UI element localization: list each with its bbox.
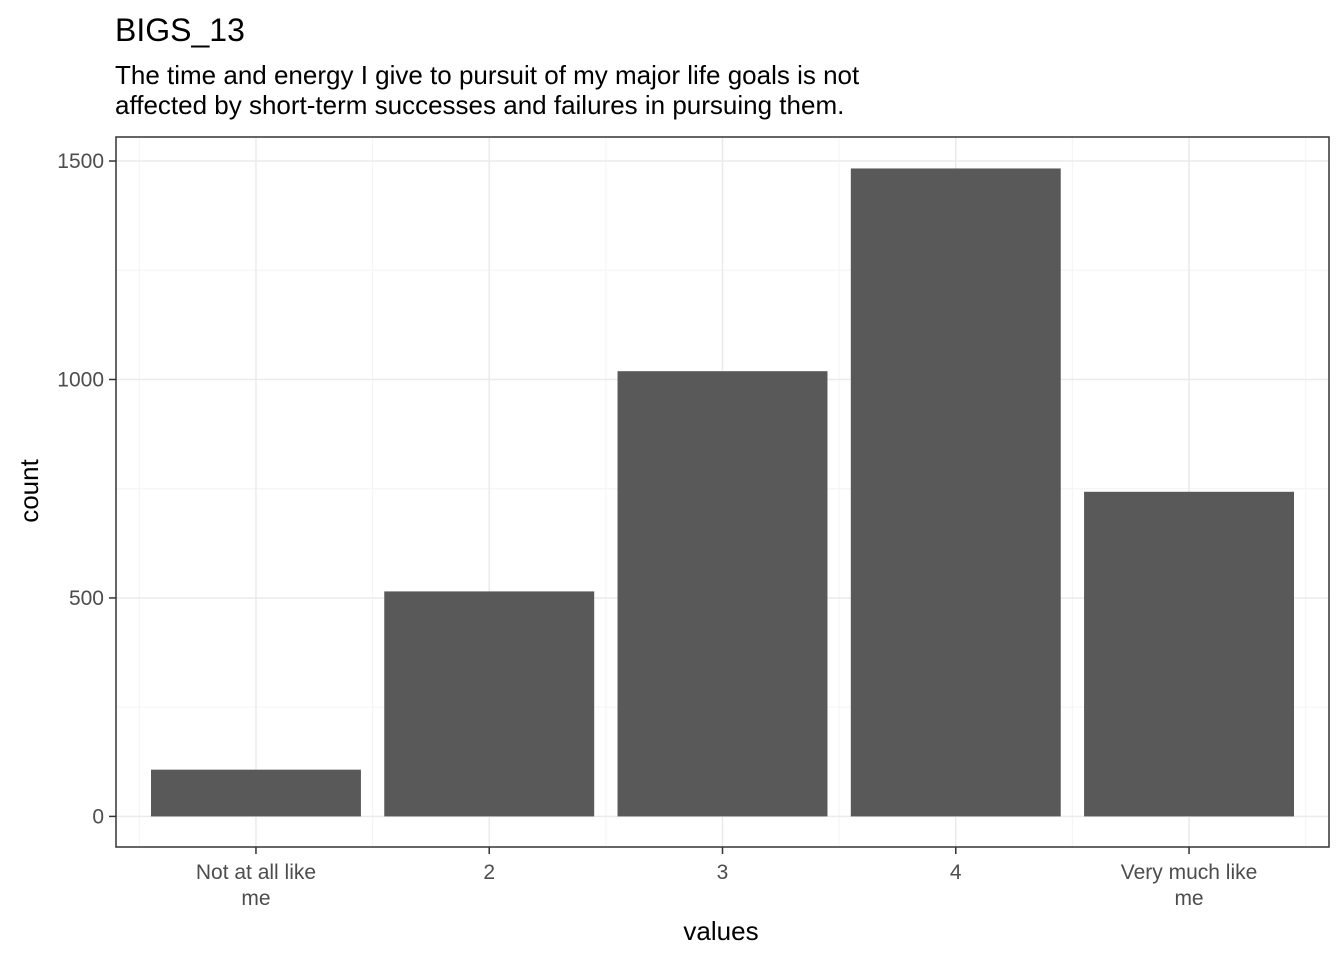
y-tick-label: 500 [69,587,104,610]
x-tick-label: Very much like me [1121,861,1258,910]
y-axis: 0 500 1000 1500 [57,150,116,828]
x-axis-title: values [683,916,758,946]
y-tick-label: 0 [92,805,104,828]
y-axis-title: count [14,458,44,522]
x-tick-label: Not at all like me [196,861,316,910]
bar-3 [850,168,1061,817]
bar-4 [1084,491,1295,817]
chart-subtitle-line-2: affected by short-term successes and fai… [115,90,844,120]
bars [150,168,1295,817]
chart-title: BIGS_13 [115,12,245,48]
y-tick-label: 1500 [57,150,104,173]
x-axis: Not at all like me 2 3 4 Very much like me [196,847,1257,910]
y-tick-label: 1000 [57,368,104,391]
x-tick-label: 3 [717,861,729,884]
chart-subtitle-line-1: The time and energy I give to pursuit of… [115,60,860,90]
bar-2 [617,371,828,817]
x-tick-label: 2 [483,861,495,884]
bar-1 [384,591,595,817]
bar-0 [150,769,361,817]
x-tick-label: 4 [950,861,962,884]
